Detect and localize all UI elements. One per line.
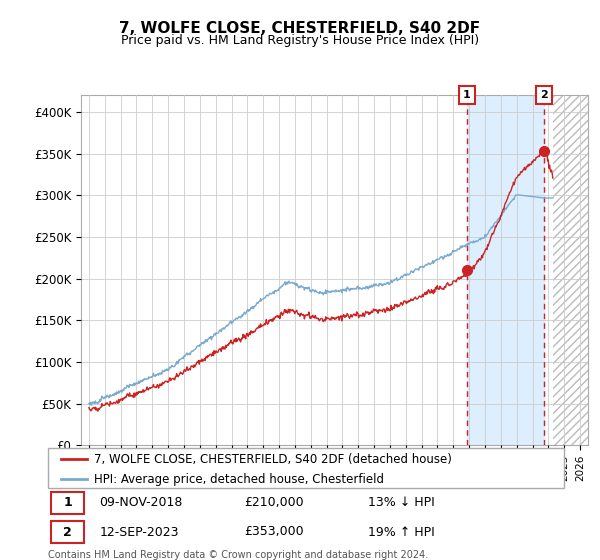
FancyBboxPatch shape: [48, 448, 564, 488]
Text: 1: 1: [463, 90, 471, 100]
Bar: [553, 95, 588, 445]
Text: 2: 2: [63, 525, 72, 539]
Text: £210,000: £210,000: [244, 496, 304, 510]
Bar: [467, 95, 544, 445]
FancyBboxPatch shape: [50, 521, 84, 543]
Text: 09-NOV-2018: 09-NOV-2018: [100, 496, 183, 510]
Text: 7, WOLFE CLOSE, CHESTERFIELD, S40 2DF: 7, WOLFE CLOSE, CHESTERFIELD, S40 2DF: [119, 21, 481, 36]
Text: £353,000: £353,000: [244, 525, 304, 539]
Text: 13% ↓ HPI: 13% ↓ HPI: [368, 496, 434, 510]
Text: 19% ↑ HPI: 19% ↑ HPI: [368, 525, 434, 539]
Text: Contains HM Land Registry data © Crown copyright and database right 2024.
This d: Contains HM Land Registry data © Crown c…: [48, 550, 428, 560]
Text: 2: 2: [540, 90, 548, 100]
FancyBboxPatch shape: [50, 492, 84, 514]
Text: 12-SEP-2023: 12-SEP-2023: [100, 525, 179, 539]
Bar: [553, 95, 588, 445]
Text: HPI: Average price, detached house, Chesterfield: HPI: Average price, detached house, Ches…: [94, 473, 385, 486]
Text: 7, WOLFE CLOSE, CHESTERFIELD, S40 2DF (detached house): 7, WOLFE CLOSE, CHESTERFIELD, S40 2DF (d…: [94, 453, 452, 466]
Text: 1: 1: [63, 496, 72, 510]
Text: Price paid vs. HM Land Registry's House Price Index (HPI): Price paid vs. HM Land Registry's House …: [121, 34, 479, 46]
